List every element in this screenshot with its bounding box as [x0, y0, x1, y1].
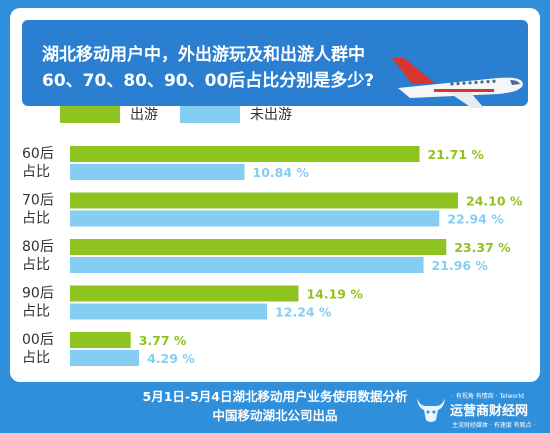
airplane-icon: [392, 58, 523, 108]
bar-travel: [70, 285, 299, 302]
watermark-brand: 运营商财经网: [450, 404, 529, 419]
footer: 5月1日-5月4日湖北移动用户业务使用数据分析 中国移动湖北公司出品: [0, 387, 550, 425]
footer-line-2: 中国移动湖北公司出品: [212, 408, 338, 423]
bar-travel: [70, 332, 131, 348]
watermark-tagline-bottom: 主流财经媒体 · 有速度 有观点 ·: [452, 422, 536, 429]
bar-travel: [70, 239, 447, 255]
value-label-no-travel: 4.29 %: [147, 351, 195, 366]
value-label-travel: 3.77 %: [139, 333, 187, 348]
bar-travel: [70, 146, 420, 162]
category-label: 60后占比: [22, 146, 54, 180]
bull-logo-icon: [417, 398, 445, 422]
category-label: 00后占比: [22, 332, 54, 366]
legend-swatch-no-travel: [180, 105, 240, 123]
legend-swatch-travel: [60, 105, 120, 123]
value-label-travel: 14.19 %: [306, 287, 363, 302]
value-label-no-travel: 22.94 %: [447, 212, 504, 227]
watermark-tagline-top: · 有视角 有情商 · Telworld: [452, 393, 524, 400]
bar-no-travel: [70, 164, 245, 180]
bar-chart: 60后占比 21.71 % 10.84 % 70后占比 24.10 % 22.94 % 80…: [22, 146, 523, 366]
value-label-travel: 21.71 %: [428, 147, 485, 162]
legend-label-travel: 出游: [130, 107, 158, 123]
value-label-travel: 24.10 %: [466, 194, 523, 209]
category-label: 90后占比: [22, 286, 54, 320]
value-label-no-travel: 21.96 %: [432, 258, 489, 273]
footer-line-1: 5月1日-5月4日湖北移动用户业务使用数据分析: [142, 389, 408, 404]
legend-item-travel: 出游: [60, 104, 158, 124]
bar-no-travel: [70, 350, 140, 366]
bar-travel: [70, 192, 458, 209]
chart-title: 湖北移动用户中，外出游玩及和出游人群中60、70、80、90、00后占比分别是多…: [42, 45, 375, 91]
title-banner: 湖北移动用户中，外出游玩及和出游人群中60、70、80、90、00后占比分别是多…: [22, 20, 528, 108]
chart-legend: 出游 未出游: [60, 104, 314, 124]
bar-no-travel: [70, 210, 440, 227]
value-label-no-travel: 12.24 %: [275, 305, 332, 320]
bar-no-travel: [70, 303, 268, 320]
legend-item-no-travel: 未出游: [180, 104, 292, 124]
value-label-no-travel: 10.84 %: [253, 165, 310, 180]
value-label-travel: 23.37 %: [454, 240, 511, 255]
legend-label-no-travel: 未出游: [250, 107, 292, 123]
category-label: 70后占比: [22, 193, 54, 227]
bar-no-travel: [70, 257, 424, 273]
category-label: 80后占比: [22, 239, 54, 273]
watermark-logo: · 有视角 有情商 · Telworld 运营商财经网 主流财经媒体 · 有速度…: [412, 388, 550, 432]
